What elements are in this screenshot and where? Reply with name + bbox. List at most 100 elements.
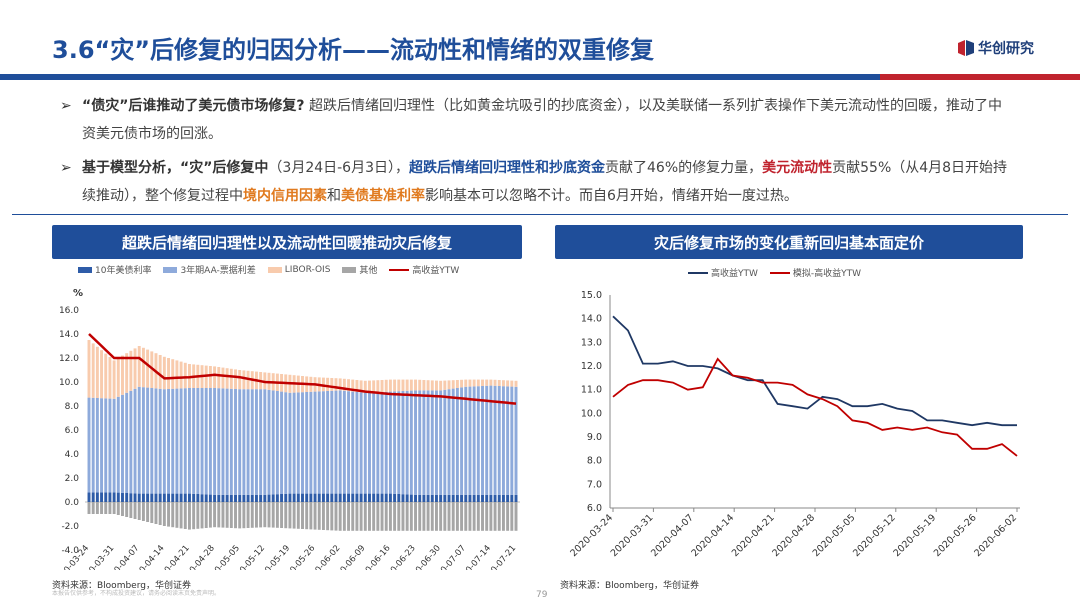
stacked-bar-segment	[150, 388, 154, 494]
stacked-bar-segment	[217, 388, 221, 495]
bullet-2-lead: 基于模型分析，“灾”后修复中	[82, 160, 269, 176]
stacked-bar-segment	[359, 380, 363, 393]
stacked-bar-segment	[125, 392, 129, 493]
y-tick-label: 8.0	[587, 456, 602, 467]
legend-label: 高收益YTW	[711, 269, 758, 279]
y-tick-label: 2.0	[65, 474, 80, 484]
legend-item: 高收益YTW	[389, 263, 459, 276]
stacked-bar-segment	[405, 379, 409, 391]
stacked-bar-segment	[284, 493, 288, 502]
stacked-bar-segment	[401, 391, 405, 495]
stacked-bar-segment	[288, 493, 292, 502]
stacked-bar-segment	[171, 502, 175, 528]
stacked-bar-segment	[95, 492, 99, 502]
stacked-bar-segment	[342, 493, 346, 502]
y-tick-label: 8.0	[65, 402, 80, 412]
stacked-bar-segment	[380, 380, 384, 392]
header-bar-accent	[880, 74, 1080, 80]
stacked-bar-segment	[238, 502, 242, 529]
stacked-bar-segment	[116, 492, 120, 502]
stacked-bar-segment	[100, 502, 104, 514]
legend-label: 高收益YTW	[412, 266, 460, 276]
stacked-bar-segment	[217, 502, 221, 528]
stacked-bar-segment	[510, 380, 514, 387]
stacked-bar-segment	[280, 502, 284, 528]
stacked-bar-segment	[259, 494, 263, 502]
stacked-bar-segment	[246, 389, 250, 495]
stacked-bar-segment	[137, 502, 141, 520]
stacked-bar-segment	[422, 390, 426, 495]
stacked-bar-segment	[372, 392, 376, 494]
stacked-bar-segment	[204, 502, 208, 528]
stacked-bar-segment	[213, 366, 217, 388]
stacked-bar-segment	[238, 370, 242, 390]
bullet-2-period: （3月24日-6月3日），	[268, 160, 409, 176]
legend-item: 其他	[342, 263, 377, 276]
stacked-bar-segment	[439, 494, 443, 502]
stacked-bar-segment	[263, 389, 267, 495]
stacked-bar-segment	[334, 502, 338, 531]
stacked-bar-segment	[380, 493, 384, 502]
stacked-bar-segment	[401, 379, 405, 391]
stacked-bar-segment	[267, 494, 271, 502]
stacked-bar-segment	[330, 390, 334, 494]
stacked-bar-segment	[447, 502, 451, 531]
stacked-bar-segment	[146, 502, 150, 522]
stacked-bar-segment	[355, 502, 359, 531]
stacked-bar-segment	[225, 368, 229, 389]
stacked-bar-segment	[376, 380, 380, 393]
stacked-bar-segment	[481, 502, 484, 531]
stacked-bar-segment	[334, 390, 338, 494]
stacked-bar-segment	[162, 389, 166, 494]
stacked-bar-segment	[363, 493, 367, 502]
stacked-bar-segment	[133, 348, 137, 389]
stacked-bar-segment	[481, 379, 484, 386]
stacked-bar-segment	[334, 378, 338, 391]
stacked-bar-segment	[321, 391, 325, 494]
left-chart-legend: 10年美债利率 3年期AA-票据利差 LIBOR-OIS 其他 高收益YTW	[78, 263, 459, 276]
stacked-bar-segment	[112, 502, 116, 514]
stacked-bar-segment	[229, 494, 233, 502]
stacked-bar-segment	[414, 390, 417, 495]
stacked-bar-segment	[296, 392, 300, 494]
y-tick-label: 16.0	[59, 306, 79, 316]
stacked-bar-segment	[388, 379, 392, 392]
stacked-bar-segment	[439, 502, 443, 531]
page-number: 79	[536, 590, 548, 600]
stacked-bar-segment	[393, 391, 397, 494]
stacked-bar-segment	[326, 502, 330, 531]
stacked-bar-segment	[368, 493, 371, 502]
stacked-bar-segment	[141, 387, 145, 494]
stacked-bar-segment	[263, 494, 267, 502]
stacked-bar-segment	[376, 493, 380, 502]
stacked-bar-segment	[91, 343, 95, 398]
stacked-bar-segment	[347, 391, 351, 494]
stacked-bar-segment	[455, 380, 459, 388]
stacked-bar-segment	[443, 380, 447, 390]
y-tick-label: 13.0	[581, 337, 602, 348]
stacked-bar-segment	[116, 502, 120, 515]
stacked-bar-segment	[162, 493, 166, 502]
stacked-bar-segment	[171, 388, 175, 494]
stacked-bar-segment	[301, 493, 304, 502]
stacked-bar-segment	[359, 493, 363, 502]
stacked-bar-segment	[301, 392, 304, 494]
stacked-bar-segment	[175, 388, 179, 494]
stacked-bar-segment	[208, 366, 212, 388]
stacked-bar-segment	[141, 493, 145, 502]
stacked-bar-segment	[259, 502, 263, 528]
stacked-bar-segment	[430, 494, 434, 502]
stacked-bar-segment	[204, 388, 208, 495]
stacked-bar-segment	[447, 380, 451, 390]
stacked-bar-segment	[158, 388, 162, 494]
stacked-bar-segment	[179, 388, 183, 494]
stacked-bar-segment	[254, 494, 258, 502]
stacked-bar-segment	[376, 502, 380, 531]
stacked-bar-segment	[485, 502, 489, 531]
stacked-bar-segment	[234, 389, 237, 495]
stacked-bar-segment	[401, 502, 405, 531]
stacked-bar-segment	[326, 391, 330, 494]
stacked-bar-segment	[284, 392, 288, 494]
stacked-bar-segment	[330, 378, 334, 391]
legend-item: LIBOR-OIS	[267, 265, 330, 275]
